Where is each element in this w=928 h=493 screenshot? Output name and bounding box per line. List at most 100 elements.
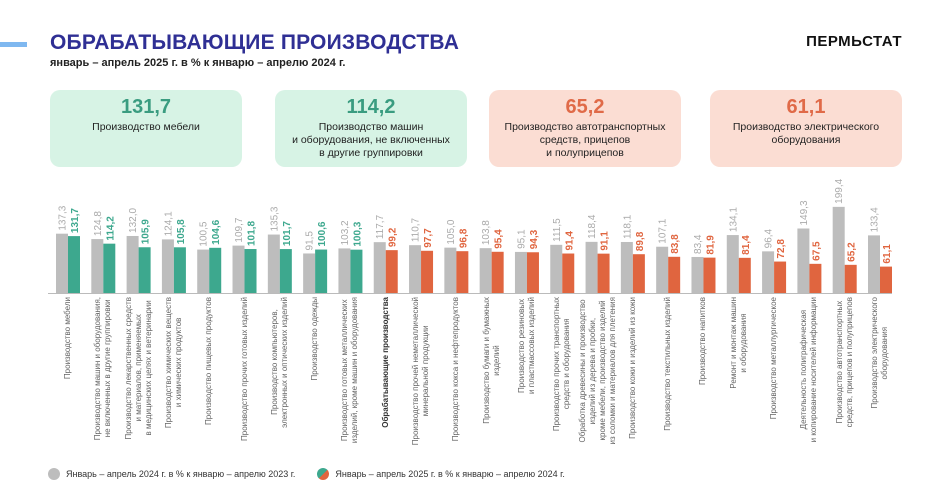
value-label-prev: 135,3 xyxy=(269,206,280,231)
value-label-prev: 91,5 xyxy=(305,231,316,251)
brand-logo: ПЕРМЬСТАТ xyxy=(806,33,902,50)
value-label-prev: 95,1 xyxy=(516,229,527,249)
highlight-card: 114,2 Производство машин и оборудования,… xyxy=(275,90,467,167)
bar-prev xyxy=(585,241,598,293)
category-label: Обрабатывающие производства xyxy=(380,297,390,428)
accent-bar xyxy=(0,42,27,47)
category-label: Обработка древесины и производство издел… xyxy=(577,297,617,445)
category-label: Производство лекарственных средств и мат… xyxy=(123,297,153,440)
value-label-curr: 83,8 xyxy=(670,234,681,254)
value-label-curr: 100,3 xyxy=(352,221,363,246)
bar-curr xyxy=(738,257,751,293)
legend: Январь – апрель 2024 г. в % к январю – а… xyxy=(48,468,565,480)
value-label-curr: 101,7 xyxy=(282,221,293,246)
legend-label-prev: Январь – апрель 2024 г. в % к январю – а… xyxy=(66,469,296,479)
legend-swatch-prev xyxy=(48,468,60,480)
value-label-curr: 104,6 xyxy=(211,219,222,244)
bar-prev xyxy=(479,248,492,293)
category-label: Производство прочих готовых изделий xyxy=(239,297,249,441)
category-label: Производство бумаги и бумажных изделий xyxy=(481,297,501,424)
bar-curr xyxy=(421,250,434,293)
value-label-curr: 100,6 xyxy=(317,221,328,246)
value-label-prev: 137,3 xyxy=(58,205,69,230)
card-label: Производство электрического оборудования xyxy=(732,121,880,146)
bar-curr xyxy=(703,257,716,293)
category-label: Производство прочей неметаллической мине… xyxy=(411,297,431,446)
card-label: Производство автотранспортных средств, п… xyxy=(504,121,666,159)
bar-curr xyxy=(562,253,575,293)
bar-prev xyxy=(868,235,880,293)
category-label: Производство одежды xyxy=(310,297,320,381)
value-label-prev: 149,3 xyxy=(799,200,810,225)
legend-label-curr: Январь – апрель 2025 г. в % к январю – а… xyxy=(335,469,565,479)
value-label-prev: 109,7 xyxy=(234,217,245,242)
value-label-prev: 111,5 xyxy=(552,218,563,242)
value-label-curr: 96,8 xyxy=(458,228,469,248)
bar-curr xyxy=(597,253,610,293)
bar-prev xyxy=(762,251,775,293)
card-label: Производство мебели xyxy=(92,121,200,133)
value-label-prev: 118,1 xyxy=(622,214,633,239)
bar-prev xyxy=(267,234,280,293)
bar-curr xyxy=(350,249,363,293)
bar-prev xyxy=(797,228,810,293)
card-value: 61,1 xyxy=(786,96,826,118)
category-label: Производство резиновых и пластмассовых и… xyxy=(516,297,536,394)
bar-prev xyxy=(444,247,457,293)
bar-curr xyxy=(279,249,292,293)
bar-prev xyxy=(232,245,245,293)
value-label-curr: 81,9 xyxy=(705,235,716,255)
bar-curr xyxy=(844,264,857,293)
page-subtitle: январь – апрель 2025 г. в % к январю – а… xyxy=(50,57,346,69)
category-label: Производство электрического оборудования xyxy=(870,297,889,409)
category-label: Производство кокса и нефтепродуктов xyxy=(451,297,461,442)
value-label-curr: 67,5 xyxy=(811,241,822,261)
bar-prev xyxy=(514,251,527,293)
value-label-curr: 95,4 xyxy=(494,229,505,249)
value-label-curr: 61,1 xyxy=(882,244,893,264)
page-title: ОБРАБАТЫВАЮЩИЕ ПРОИЗВОДСТВА xyxy=(50,31,460,54)
category-label: Производство химических веществ и химиче… xyxy=(163,297,183,429)
bar-prev xyxy=(56,233,68,293)
category-label: Деятельность полиграфическая и копирован… xyxy=(799,297,819,443)
bar-curr xyxy=(138,247,151,293)
bar-curr xyxy=(491,251,504,293)
bar-curr xyxy=(315,249,328,293)
value-label-curr: 91,4 xyxy=(564,231,575,251)
value-label-prev: 134,1 xyxy=(728,207,739,232)
bar-curr xyxy=(774,261,787,293)
category-label: Производство готовых металлических издел… xyxy=(340,297,360,444)
bar-curr xyxy=(632,254,645,293)
value-label-curr: 114,2 xyxy=(105,216,116,241)
value-label-prev: 117,7 xyxy=(375,214,386,239)
bar-curr xyxy=(526,252,539,293)
bar-prev xyxy=(550,244,563,293)
category-label: Ремонт и монтаж машин и оборудования xyxy=(728,297,748,389)
value-label-prev: 124,1 xyxy=(163,211,174,236)
category-label: Производство текстильных изделий xyxy=(663,297,673,431)
value-label-prev: 83,4 xyxy=(693,234,704,254)
category-label: Производство машин и оборудования, не вк… xyxy=(93,297,113,441)
bar-curr xyxy=(209,247,222,293)
card-value: 114,2 xyxy=(346,96,396,118)
value-label-prev: 199,4 xyxy=(834,178,845,203)
bar-curr xyxy=(880,266,892,293)
bar-curr xyxy=(668,256,681,293)
bar-curr xyxy=(68,236,80,293)
bar-prev xyxy=(197,249,210,293)
bar-prev xyxy=(91,239,104,293)
bar-prev xyxy=(373,242,386,293)
category-label: Производство прочих транспортных средств… xyxy=(552,297,572,432)
value-label-prev: 107,1 xyxy=(658,218,669,243)
bar-curr xyxy=(244,249,257,293)
category-label: Производство автотранспортных средств, п… xyxy=(834,297,854,428)
bar-prev xyxy=(691,256,704,293)
legend-swatch-curr xyxy=(317,468,330,480)
highlight-card: 131,7 Производство мебели xyxy=(50,90,242,167)
value-label-curr: 81,4 xyxy=(741,235,752,255)
bar-prev xyxy=(161,239,174,293)
highlight-card: 61,1 Производство электрического оборудо… xyxy=(710,90,902,167)
bar-prev xyxy=(126,235,139,293)
value-label-prev: 103,2 xyxy=(340,220,351,245)
